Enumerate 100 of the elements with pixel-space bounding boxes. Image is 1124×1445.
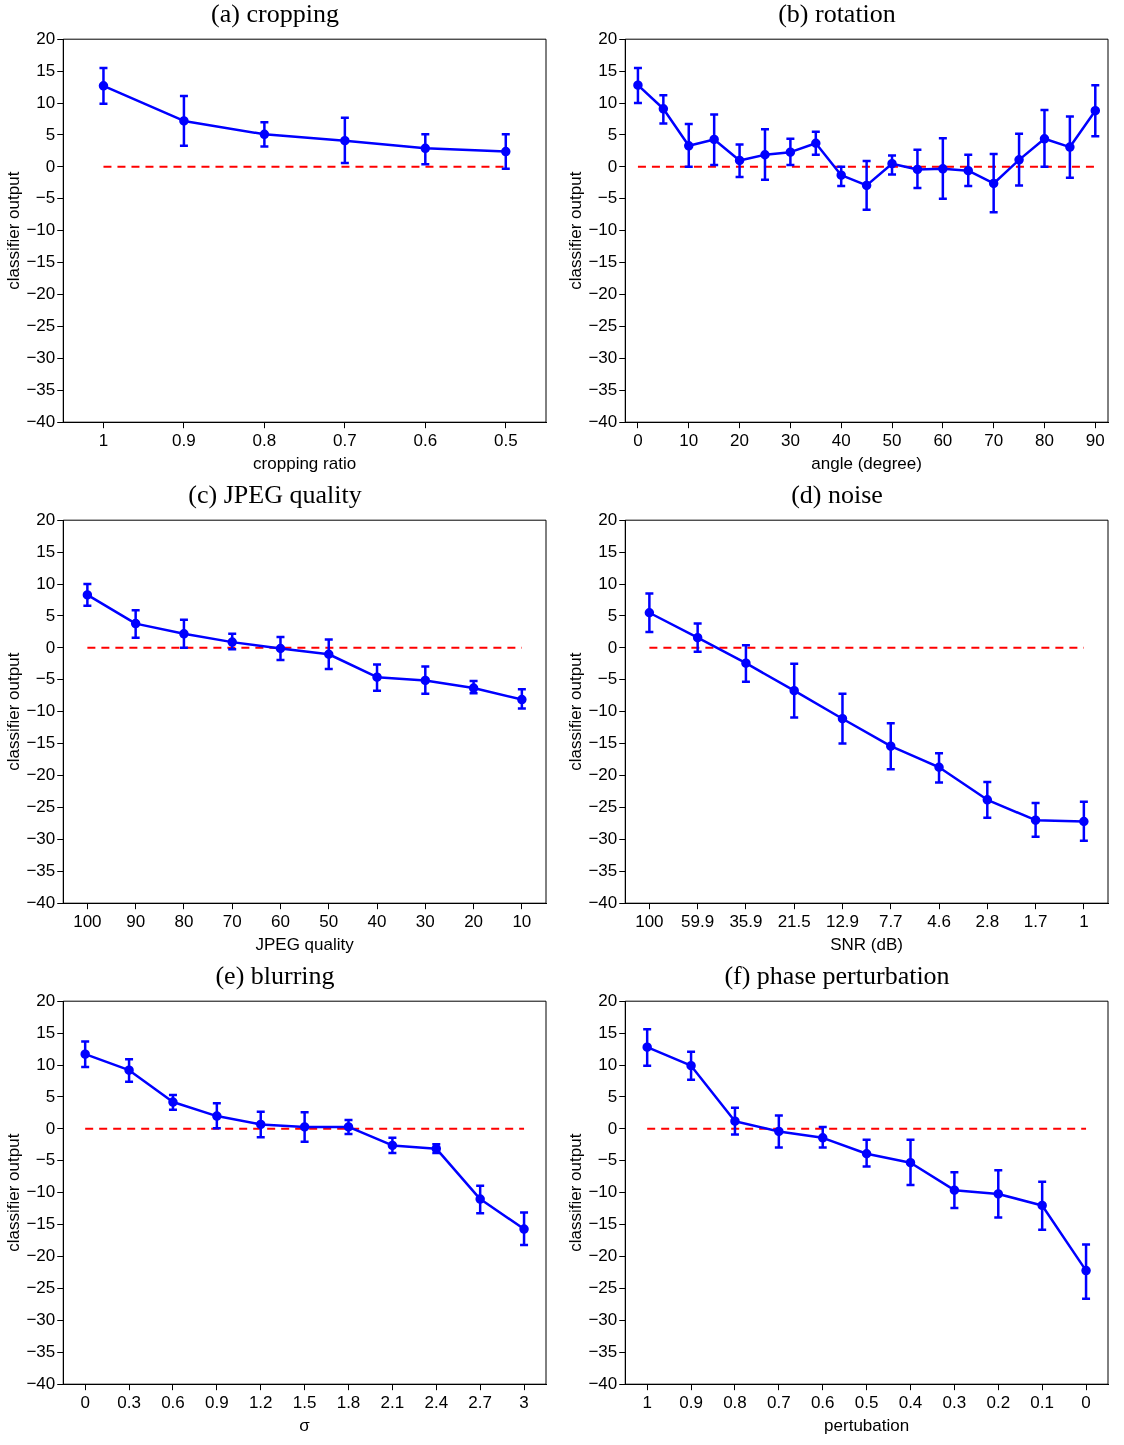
y-tick-label: 15: [36, 541, 56, 561]
y-tick-label: −40: [26, 1373, 56, 1393]
y-tick-label: −20: [588, 284, 618, 304]
x-tick-label: 30: [415, 912, 435, 932]
y-tick-label: −25: [26, 1278, 56, 1298]
x-tick-label: 0.3: [942, 1393, 967, 1413]
y-tick-label: −5: [35, 1150, 56, 1170]
x-tick-label: 59.9: [681, 912, 715, 932]
y-tick-label: 0: [607, 637, 618, 657]
x-tick-label: 0.1: [1030, 1393, 1054, 1413]
chart-title: (f) phase perturbation: [724, 961, 950, 991]
y-tick-label: −15: [588, 733, 618, 753]
x-tick-label: 60: [933, 431, 953, 451]
y-tick-label: 10: [36, 92, 56, 112]
x-tick-label: 20: [464, 912, 484, 932]
y-tick-label: −25: [588, 316, 618, 336]
x-tick-label: 21.5: [777, 912, 811, 932]
y-axis-title: classifier output: [3, 171, 23, 290]
y-tick-label: 0: [607, 156, 618, 176]
y-tick-label: −35: [26, 860, 56, 880]
y-tick-label: 10: [598, 573, 618, 593]
y-tick-label: −30: [588, 829, 618, 849]
x-tick-label: 3: [519, 1393, 529, 1413]
x-tick-label: 2.4: [424, 1393, 449, 1413]
y-tick-label: 20: [598, 509, 618, 529]
x-tick-label: 60: [271, 912, 290, 932]
y-axis-title: classifier output: [565, 171, 585, 290]
x-tick-label: 0.7: [333, 431, 357, 451]
x-tick-label: 35.9: [729, 912, 763, 932]
x-tick-label: 0.3: [117, 1393, 141, 1413]
y-tick-label: −20: [26, 765, 56, 785]
y-tick-label: 0: [45, 1118, 56, 1138]
x-tick-label: 40: [831, 431, 851, 451]
y-tick-label: −25: [588, 1278, 618, 1298]
y-tick-label: 20: [598, 28, 618, 48]
chart-title: (e) blurring: [215, 961, 335, 991]
x-tick-label: 90: [126, 912, 146, 932]
x-tick-label: 0.6: [810, 1393, 835, 1413]
y-tick-label: −10: [26, 701, 56, 721]
y-tick-label: 15: [36, 1022, 56, 1042]
y-tick-label: 5: [45, 124, 56, 144]
y-tick-label: 0: [45, 637, 56, 657]
y-tick-label: 5: [45, 1086, 56, 1106]
y-tick-label: 5: [607, 124, 618, 144]
x-tick-label: 0.6: [413, 431, 438, 451]
x-tick-label: 80: [174, 912, 194, 932]
y-tick-label: −5: [35, 669, 56, 689]
x-tick-label: 10: [512, 912, 532, 932]
x-tick-label: 1: [1079, 912, 1089, 932]
chart-title: (a) cropping: [211, 0, 339, 29]
y-tick-label: −35: [588, 860, 618, 880]
x-tick-label: 1.5: [292, 1393, 317, 1413]
x-tick-label: 0.9: [205, 1393, 229, 1413]
y-tick-label: 15: [598, 1022, 618, 1042]
y-tick-label: 5: [45, 605, 56, 625]
y-tick-label: −20: [26, 1246, 56, 1266]
y-tick-label: −20: [588, 765, 618, 785]
y-tick-label: −5: [35, 188, 56, 208]
y-tick-label: −30: [588, 1310, 618, 1330]
y-tick-label: −25: [26, 316, 56, 336]
y-tick-label: −10: [588, 1182, 618, 1202]
y-tick-label: −10: [26, 1182, 56, 1202]
x-tick-label: 4.6: [927, 912, 951, 932]
x-tick-label: 0: [633, 431, 643, 451]
x-tick-label: 80: [1035, 431, 1054, 451]
x-tick-label: 0: [1081, 1393, 1091, 1413]
y-tick-label: 15: [598, 541, 618, 561]
x-tick-label: 100: [635, 912, 664, 932]
y-tick-label: 0: [45, 156, 56, 176]
x-tick-label: 0.2: [986, 1393, 1011, 1413]
y-tick-label: −25: [588, 797, 618, 817]
y-tick-label: −35: [588, 379, 618, 399]
y-tick-label: −5: [597, 188, 618, 208]
y-tick-label: 5: [607, 1086, 618, 1106]
x-tick-label: 1.2: [248, 1393, 273, 1413]
y-tick-label: −40: [588, 411, 618, 431]
x-axis-title: JPEG quality: [255, 935, 355, 955]
x-axis-title: pertubation: [824, 1416, 910, 1436]
x-tick-label: 2.8: [975, 912, 1000, 932]
y-axis-title: classifier output: [565, 652, 585, 771]
x-tick-label: 0.8: [723, 1393, 747, 1413]
x-tick-label: 0.9: [172, 431, 196, 451]
y-tick-label: −35: [26, 379, 56, 399]
x-tick-label: 0.4: [898, 1393, 923, 1413]
y-tick-label: 0: [607, 1118, 618, 1138]
x-tick-label: 70: [984, 431, 1004, 451]
x-tick-label: 10: [679, 431, 699, 451]
y-axis-title: classifier output: [3, 652, 23, 771]
y-tick-label: −5: [597, 669, 618, 689]
chart-title: (b) rotation: [778, 0, 896, 29]
y-tick-label: −20: [588, 1246, 618, 1266]
y-tick-label: 20: [36, 28, 56, 48]
x-tick-label: 0.8: [252, 431, 277, 451]
y-axis-title: classifier output: [3, 1133, 23, 1252]
x-tick-label: 0.6: [161, 1393, 185, 1413]
y-tick-label: −20: [26, 284, 56, 304]
x-axis-title: angle (degree): [811, 454, 922, 474]
y-tick-label: −30: [26, 348, 56, 368]
y-tick-label: −15: [26, 1214, 56, 1234]
x-tick-label: 50: [319, 912, 339, 932]
